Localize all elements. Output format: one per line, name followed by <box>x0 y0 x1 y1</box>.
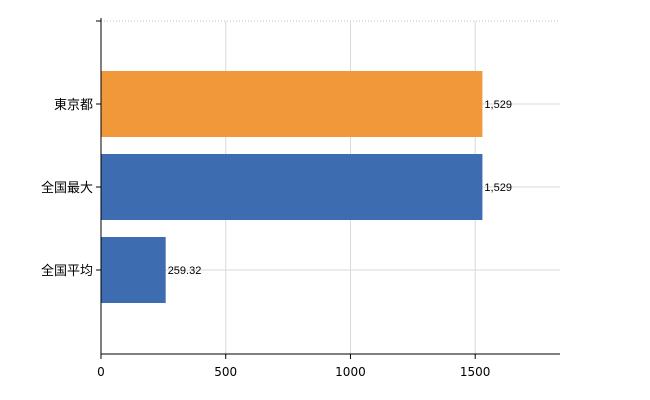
labels: 東京都 1,529 全国最大 1,529 全国平均 259.32 0 500 1000 1500 <box>41 97 512 379</box>
bar <box>101 71 483 137</box>
data-label: 1,529 <box>484 182 512 194</box>
bar <box>101 237 166 303</box>
bars <box>101 71 483 303</box>
category-label: 東京都 <box>54 97 93 113</box>
x-tick-label: 0 <box>97 365 105 379</box>
data-label: 259.32 <box>168 265 202 277</box>
x-tick-label: 1500 <box>460 365 491 379</box>
axes <box>96 18 560 359</box>
category-label: 全国平均 <box>41 263 93 279</box>
x-tick-label: 500 <box>214 365 237 379</box>
bar <box>101 154 483 220</box>
category-label: 全国最大 <box>41 180 93 196</box>
x-tick-label: 1000 <box>335 365 366 379</box>
data-label: 1,529 <box>484 99 512 111</box>
